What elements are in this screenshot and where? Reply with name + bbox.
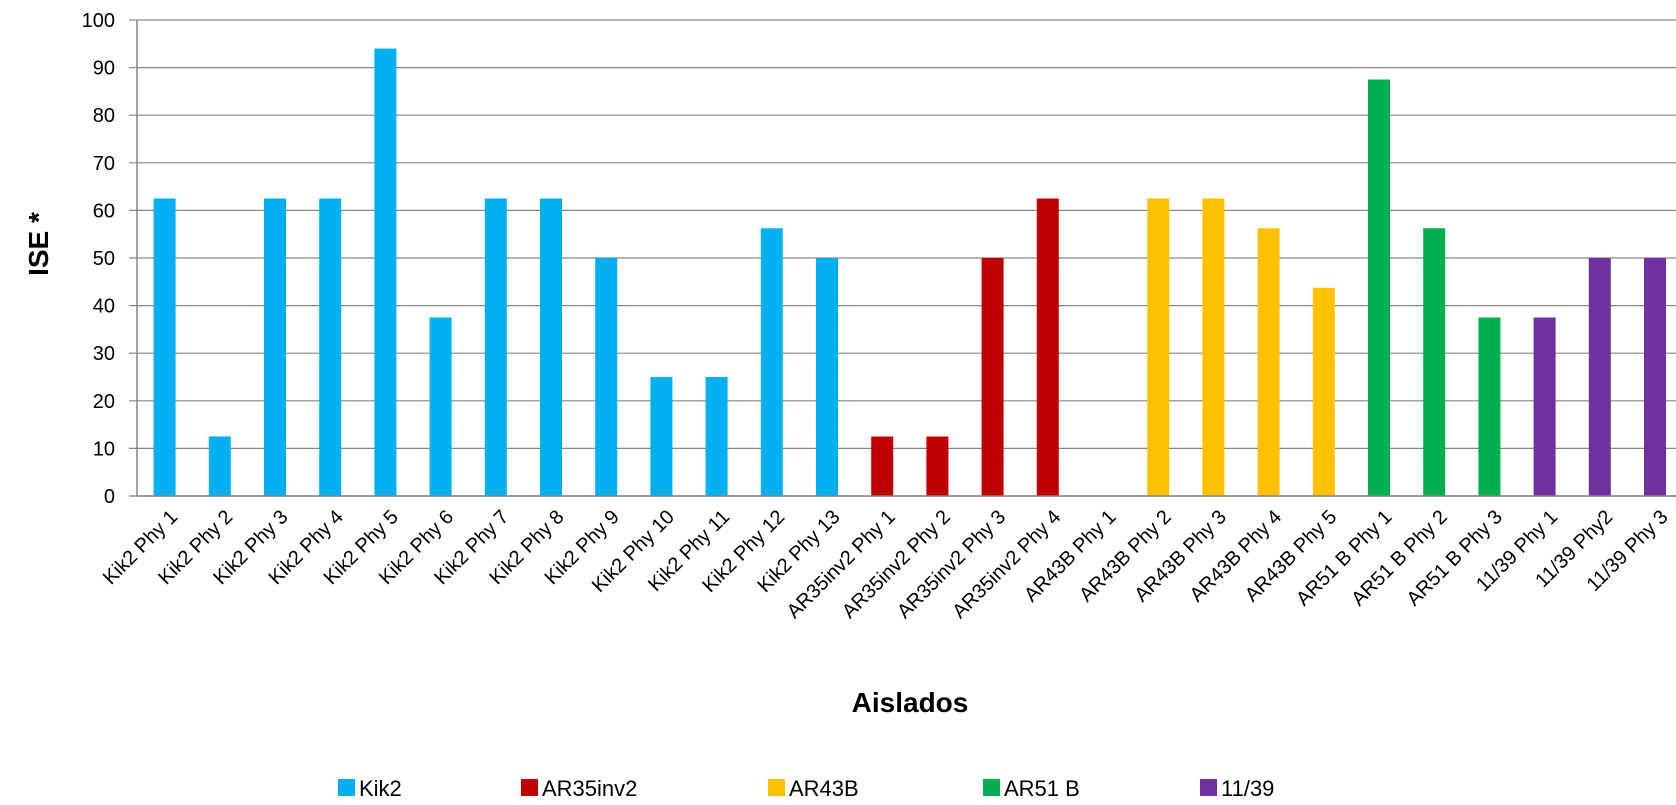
legend-swatch (338, 779, 355, 796)
bar (319, 198, 342, 496)
bar (650, 377, 673, 496)
bar (153, 198, 176, 496)
legend-label: Kik2 (359, 776, 402, 801)
bars (153, 48, 1666, 497)
bar (595, 258, 618, 496)
bar (705, 377, 728, 496)
bar (981, 258, 1004, 496)
bar (871, 436, 894, 496)
legend: Kik2 AR35inv2 AR43B AR51 B 11/39 (338, 776, 1274, 801)
y-tick-label: 100 (82, 10, 115, 32)
y-tick-labels: 0 10 20 30 40 50 60 70 80 90 100 (82, 10, 115, 508)
axes (136, 20, 1676, 497)
bar (264, 198, 286, 496)
y-tick-label: 70 (93, 153, 115, 175)
y-tick-label: 80 (93, 105, 115, 127)
legend-label: 11/39 (1221, 776, 1274, 801)
legend-swatch (1200, 779, 1217, 796)
bar (760, 228, 783, 496)
bar (540, 198, 562, 496)
bar (208, 436, 231, 496)
bar (374, 48, 397, 497)
y-tick-label: 50 (93, 248, 115, 270)
bar (1257, 228, 1280, 496)
x-axis-title: Aislados (852, 687, 969, 718)
legend-label: AR51 B (1004, 776, 1080, 801)
bar (1644, 258, 1666, 496)
y-tick-label: 30 (93, 343, 115, 365)
bar (816, 258, 838, 496)
bar (1533, 317, 1556, 496)
bar (1368, 79, 1390, 496)
y-tick-label: 40 (93, 296, 115, 318)
legend-swatch (983, 779, 1000, 796)
bar (1202, 198, 1225, 496)
y-tick-label: 20 (93, 391, 115, 413)
bar (1147, 198, 1170, 496)
bar (1036, 198, 1059, 496)
legend-swatch (768, 779, 785, 796)
y-tick-label: 60 (93, 200, 115, 222)
bar (429, 317, 452, 496)
x-tick-label: AR51 B Phy 2 (1347, 506, 1451, 610)
bar (926, 436, 949, 496)
bar (1423, 228, 1446, 496)
bar (1312, 287, 1335, 496)
x-tick-label: AR51 B Phy 3 (1403, 506, 1507, 610)
bar (484, 198, 507, 496)
legend-label: AR43B (789, 776, 859, 801)
y-tick-label: 10 (93, 438, 115, 460)
legend-label: AR35inv2 (542, 776, 637, 801)
y-tick-label: 0 (104, 486, 115, 508)
bar (1588, 258, 1611, 496)
y-tick-label: 90 (93, 58, 115, 80)
y-axis-title: ISE * (23, 212, 54, 276)
x-tick-label: AR51 B Phy 1 (1292, 506, 1396, 610)
legend-swatch (521, 779, 538, 796)
bar (1478, 317, 1501, 496)
